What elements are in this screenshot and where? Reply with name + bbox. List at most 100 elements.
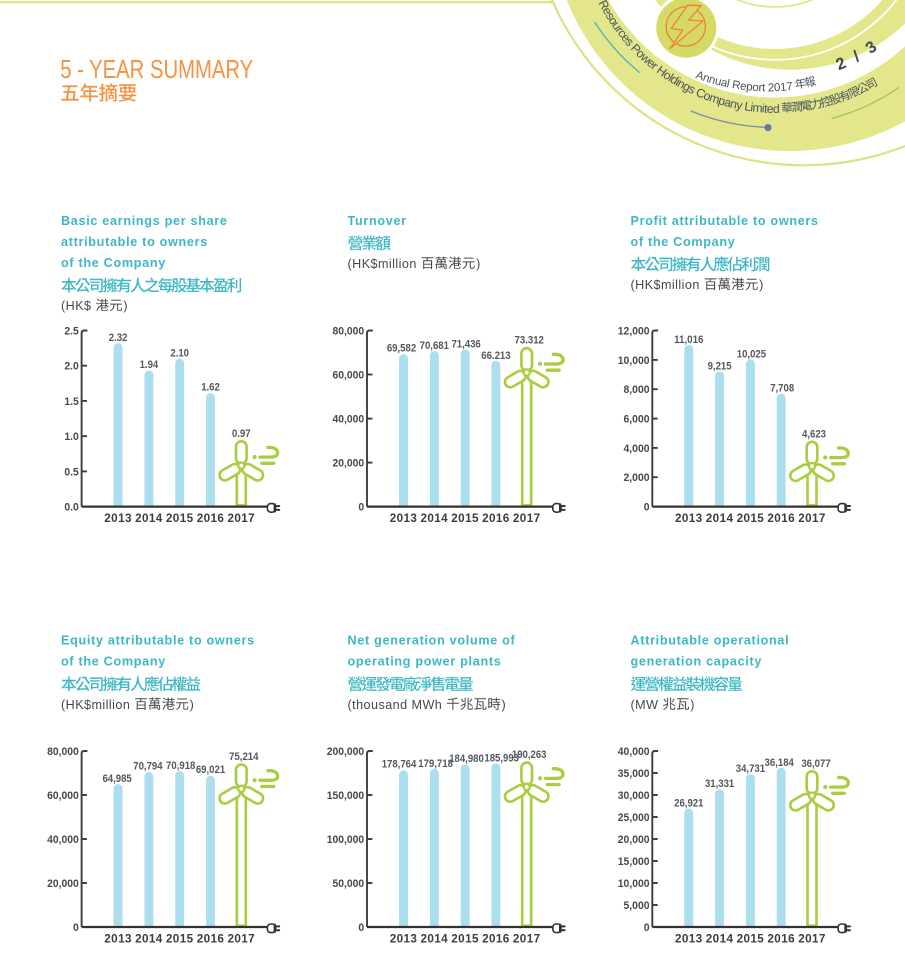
svg-text:2016: 2016 (767, 512, 795, 525)
svg-text:): ) (759, 278, 763, 292)
svg-text:69,582: 69,582 (387, 342, 416, 354)
svg-text:1.62: 1.62 (201, 382, 220, 394)
svg-text:(HK$million: (HK$million (61, 698, 130, 712)
svg-text:11,016: 11,016 (674, 334, 703, 346)
svg-text:2016: 2016 (197, 933, 225, 946)
svg-text:2014: 2014 (420, 512, 448, 525)
svg-text:2017: 2017 (227, 933, 255, 946)
svg-text:25,000: 25,000 (618, 812, 650, 824)
svg-text:150,000: 150,000 (327, 790, 365, 802)
svg-text:of the Company: of the Company (631, 235, 736, 249)
svg-text:60,000: 60,000 (47, 790, 79, 802)
svg-text:2014: 2014 (420, 933, 448, 946)
svg-text:36,077: 36,077 (801, 758, 830, 770)
svg-text:2016: 2016 (482, 933, 510, 946)
svg-text:(MW: (MW (631, 698, 659, 712)
svg-text:178,764: 178,764 (382, 759, 417, 771)
svg-text:2016: 2016 (482, 512, 510, 525)
svg-text:2016: 2016 (767, 933, 795, 946)
svg-text:2.10: 2.10 (170, 348, 189, 360)
svg-text:2013: 2013 (104, 512, 132, 525)
svg-text:2017: 2017 (798, 512, 826, 525)
svg-text:35,000: 35,000 (618, 768, 650, 780)
svg-text:2015: 2015 (451, 512, 479, 525)
svg-text:(HK$: (HK$ (61, 299, 92, 313)
svg-text:2014: 2014 (135, 512, 163, 525)
svg-text:50,000: 50,000 (333, 878, 365, 890)
svg-text:2.32: 2.32 (109, 332, 128, 344)
svg-text:): ) (190, 698, 194, 712)
svg-text:10,000: 10,000 (618, 878, 650, 890)
svg-text:200,000: 200,000 (327, 746, 365, 758)
svg-text:20,000: 20,000 (333, 458, 365, 470)
svg-text:4,000: 4,000 (624, 443, 650, 455)
svg-text:(HK$million: (HK$million (631, 278, 700, 292)
svg-text:2016: 2016 (197, 512, 225, 525)
svg-text:2014: 2014 (706, 512, 734, 525)
svg-text:(HK$million: (HK$million (348, 257, 417, 271)
svg-text:5,000: 5,000 (624, 900, 650, 912)
svg-text:40,000: 40,000 (333, 413, 365, 425)
svg-text:2015: 2015 (737, 512, 765, 525)
svg-text:2017: 2017 (513, 512, 541, 525)
svg-text:Basic earnings per share: Basic earnings per share (61, 214, 228, 228)
svg-text:2017: 2017 (227, 512, 255, 525)
svg-text:Equity attributable to owners: Equity attributable to owners (61, 634, 255, 648)
svg-text:2013: 2013 (675, 512, 703, 525)
svg-text:0: 0 (644, 502, 650, 514)
svg-text:6,000: 6,000 (624, 413, 650, 425)
svg-text:70,918: 70,918 (166, 760, 195, 772)
svg-text:64,985: 64,985 (102, 773, 132, 785)
svg-text:12,000: 12,000 (618, 325, 650, 337)
svg-text:10,025: 10,025 (737, 349, 767, 361)
svg-text:190,263: 190,263 (512, 749, 547, 761)
svg-text:2017: 2017 (798, 933, 826, 946)
svg-text:): ) (690, 698, 694, 712)
svg-text:70,794: 70,794 (133, 760, 163, 772)
svg-text:60,000: 60,000 (333, 369, 365, 381)
svg-text:2017: 2017 (513, 933, 541, 946)
svg-text:80,000: 80,000 (333, 325, 365, 337)
svg-text:2013: 2013 (104, 933, 132, 946)
svg-text:2014: 2014 (706, 933, 734, 946)
svg-text:0.97: 0.97 (232, 428, 251, 440)
svg-text:2013: 2013 (390, 512, 418, 525)
svg-text:2,000: 2,000 (624, 472, 650, 484)
svg-text:Profit attributable to owners: Profit attributable to owners (631, 214, 819, 228)
svg-text:66.213: 66.213 (481, 350, 510, 362)
svg-text:15,000: 15,000 (618, 856, 650, 868)
svg-text:0.5: 0.5 (64, 466, 78, 478)
svg-text:0: 0 (73, 922, 79, 934)
svg-text:26,921: 26,921 (674, 798, 704, 810)
svg-text:5 - YEAR SUMMARY: 5 - YEAR SUMMARY (60, 54, 253, 84)
svg-text:8,000: 8,000 (624, 384, 650, 396)
svg-text:73.312: 73.312 (515, 335, 544, 347)
svg-text:operating power plants: operating power plants (348, 655, 502, 669)
svg-text:2015: 2015 (451, 933, 479, 946)
svg-text:): ) (502, 698, 506, 712)
svg-text:1.5: 1.5 (64, 396, 78, 408)
svg-text:71,436: 71,436 (451, 338, 480, 350)
svg-text:75,214: 75,214 (229, 751, 259, 763)
svg-text:Attributable operational: Attributable operational (631, 634, 790, 648)
svg-text:80,000: 80,000 (47, 746, 79, 758)
svg-text:0: 0 (358, 922, 364, 934)
svg-text:100,000: 100,000 (327, 834, 365, 846)
svg-text:): ) (476, 257, 480, 271)
svg-text:2013: 2013 (390, 933, 418, 946)
svg-text:184,980: 184,980 (449, 753, 484, 765)
svg-text:31,331: 31,331 (705, 778, 735, 790)
svg-text:0: 0 (644, 922, 650, 934)
svg-text:of the Company: of the Company (61, 655, 166, 669)
svg-text:0.0: 0.0 (64, 502, 78, 514)
svg-text:69,021: 69,021 (196, 764, 226, 776)
svg-text:36,184: 36,184 (765, 757, 795, 769)
svg-text:1.94: 1.94 (140, 359, 159, 371)
svg-text:): ) (123, 299, 127, 313)
svg-text:Net generation volume of: Net generation volume of (348, 634, 516, 648)
svg-text:7,708: 7,708 (770, 383, 794, 395)
svg-text:attributable to owners: attributable to owners (61, 235, 208, 249)
svg-text:4,623: 4,623 (802, 428, 826, 440)
svg-text:30,000: 30,000 (618, 790, 650, 802)
svg-text:2.5: 2.5 (64, 325, 78, 337)
